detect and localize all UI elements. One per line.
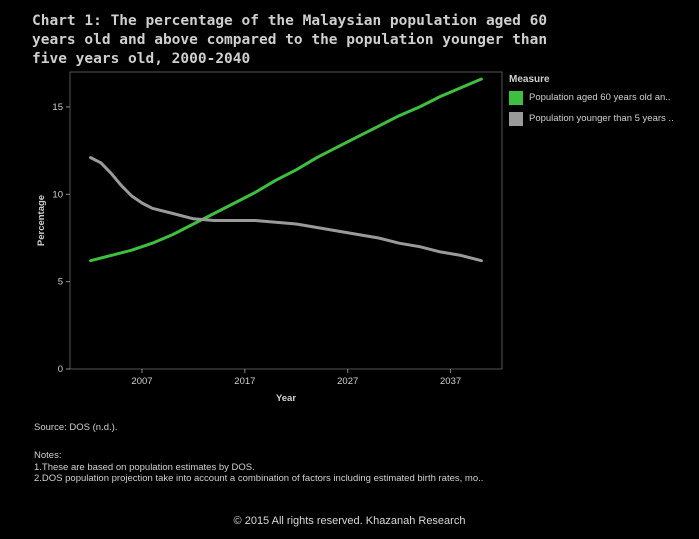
x-tick-label-1: 2017 xyxy=(234,376,255,387)
legend-label-aged-60: Population aged 60 years old an.. xyxy=(529,92,671,103)
notes: Notes: 1.These are based on population e… xyxy=(34,450,483,485)
x-axis-label: Year xyxy=(276,393,296,404)
y-tick-label-3: 15 xyxy=(52,102,63,113)
chart-title-line-1: Chart 1: The percentage of the Malaysian… xyxy=(32,13,548,29)
legend-item-aged-60[interactable]: Population aged 60 years old an.. xyxy=(509,90,699,105)
copyright-text: © 2015 All rights reserved. Khazanah Res… xyxy=(233,515,466,527)
chart-title: Chart 1: The percentage of the Malaysian… xyxy=(32,12,548,69)
x-tick-label-2: 2027 xyxy=(337,376,358,387)
source-text: Source: DOS (n.d.). xyxy=(34,422,118,433)
chart-title-line-2: years old and above compared to the popu… xyxy=(32,32,548,48)
legend-item-under-5[interactable]: Population younger than 5 years .. xyxy=(509,111,699,126)
note-line-1: 1.These are based on population estimate… xyxy=(34,461,255,473)
x-tick-label-0: 2007 xyxy=(131,376,152,387)
chart-title-line-3: five years old, 2000-2040 xyxy=(32,51,251,67)
y-tick-label-1: 5 xyxy=(58,277,63,288)
legend-swatch-under-5 xyxy=(509,111,523,126)
y-tick-label-2: 10 xyxy=(52,189,63,200)
legend: Measure Population aged 60 years old an.… xyxy=(509,74,699,132)
x-tick-label-3: 2037 xyxy=(440,376,461,387)
legend-swatch-aged-60 xyxy=(509,90,523,105)
notes-title: Notes: xyxy=(34,450,62,461)
legend-title: Measure xyxy=(509,74,550,85)
y-axis-label: Percentage xyxy=(36,195,47,246)
note-line-2: 2.DOS population projection take into ac… xyxy=(34,473,484,484)
plot-area-frame xyxy=(69,71,503,370)
series-line-1 xyxy=(89,156,483,263)
series-line-0 xyxy=(89,77,483,263)
y-tick-label-0: 0 xyxy=(58,364,63,375)
legend-label-under-5: Population younger than 5 years .. xyxy=(529,113,674,124)
